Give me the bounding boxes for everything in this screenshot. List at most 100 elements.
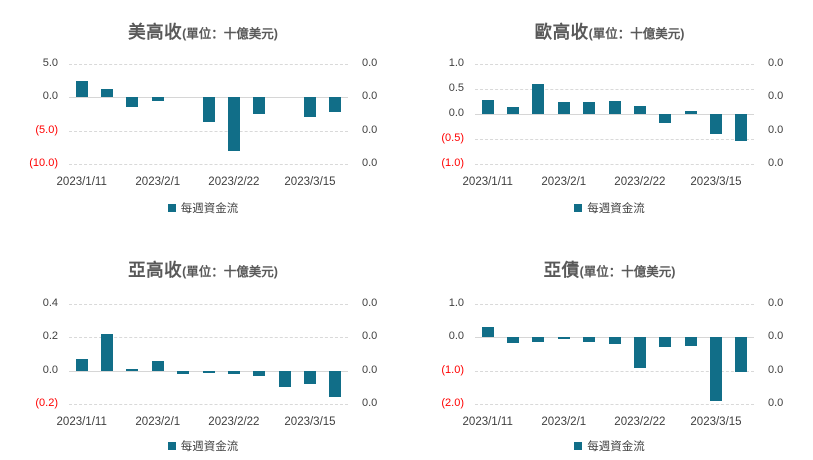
y-axis-tick-label-right: 0.0 bbox=[768, 330, 784, 343]
legend-swatch-icon bbox=[574, 204, 583, 212]
y-axis-tick-label-left: 0.0 bbox=[448, 330, 464, 343]
y-axis-tick-label-right: 0.0 bbox=[362, 90, 378, 103]
chart-title-text: 亞高收 bbox=[128, 260, 183, 280]
legend-label: 每週資金流 bbox=[180, 441, 239, 453]
x-axis-tick-label: 2023/3/15 bbox=[690, 416, 742, 428]
x-axis-tick-label: 2023/3/15 bbox=[284, 416, 336, 428]
chart-title: 亞債(單位：十億美元) bbox=[406, 257, 813, 282]
y-axis-tick-label-left: 1.0 bbox=[448, 57, 464, 69]
chart-title: 亞高收(單位：十億美元) bbox=[0, 257, 406, 282]
chart-europe-high-yield: 歐高收(單位：十億美元) 1.0 0.5 0.0 (0.5) (1.0) 0.0 0.0 0.… bbox=[406, 0, 813, 230]
chart-title: 歐高收(單位：十億美元) bbox=[406, 19, 813, 44]
x-axis-tick-label: 2023/2/22 bbox=[614, 416, 666, 428]
y-axis-tick-label-left: 0.0 bbox=[42, 90, 58, 103]
zero-line bbox=[475, 114, 754, 115]
bar bbox=[608, 101, 621, 114]
bar bbox=[710, 337, 722, 401]
y-axis-tick-label-right: 0.0 bbox=[362, 363, 378, 376]
legend-swatch-icon bbox=[574, 442, 583, 450]
y-axis-tick-label-left: (0.2) bbox=[35, 397, 58, 409]
x-axis-tick-label: 2023/1/11 bbox=[462, 416, 513, 428]
chart-unit-label: (單位：十億美元) bbox=[588, 27, 685, 41]
bar bbox=[304, 97, 316, 117]
gridline bbox=[69, 304, 348, 305]
y-axis-tick-label-right: 0.0 bbox=[768, 123, 784, 136]
gridline bbox=[69, 164, 348, 165]
gridline bbox=[69, 404, 348, 405]
plot-area: 1.0 0.0 (1.0) (2.0) 0.0 0.0 0.0 0.0 2023/1/11 202… bbox=[406, 230, 813, 460]
y-axis-tick-label-left: (1.0) bbox=[441, 157, 464, 169]
bar bbox=[532, 337, 545, 342]
y-axis-tick-label-right: 0.0 bbox=[362, 157, 378, 169]
legend-label: 每週資金流 bbox=[587, 441, 645, 453]
bar bbox=[507, 337, 519, 344]
bar bbox=[304, 370, 316, 384]
legend: 每週資金流 bbox=[0, 438, 406, 454]
bar bbox=[735, 114, 748, 141]
gridline bbox=[475, 404, 754, 405]
chart-asia-bond: 亞債(單位：十億美元) 1.0 0.0 (1.0) (2.0) 0.0 0.0 0.0 0.0… bbox=[406, 230, 813, 460]
chart-unit-label: (單位：十億美元) bbox=[182, 265, 278, 279]
x-axis-tick-label: 2023/2/1 bbox=[135, 416, 181, 428]
chart-unit-label: (單位：十億美元) bbox=[182, 27, 278, 41]
y-axis-tick-label-left: (1.0) bbox=[441, 363, 464, 376]
bar bbox=[659, 114, 672, 123]
bar bbox=[481, 100, 494, 114]
y-axis-tick-label-right: 0.0 bbox=[362, 57, 378, 69]
y-axis-tick-label-right: 0.0 bbox=[768, 397, 784, 409]
y-axis-tick-label-left: 0.2 bbox=[42, 330, 58, 343]
x-axis-tick-label: 2023/2/1 bbox=[541, 176, 587, 188]
gridline bbox=[475, 64, 754, 65]
chart-title-text: 美高收 bbox=[128, 22, 183, 42]
x-axis-tick-label: 2023/1/11 bbox=[56, 416, 107, 428]
gridline bbox=[475, 139, 754, 140]
legend-swatch-icon bbox=[167, 204, 176, 212]
gridline bbox=[475, 164, 754, 165]
bar bbox=[126, 369, 139, 371]
bar bbox=[202, 97, 215, 122]
legend: 每週資金流 bbox=[0, 200, 406, 216]
y-axis-tick-label-left: 0.5 bbox=[448, 82, 464, 94]
bar bbox=[329, 370, 342, 398]
y-axis-tick-label-left: 5.0 bbox=[42, 57, 58, 69]
chart-us-high-yield: 美高收(單位：十億美元) 5.0 0.0 (5.0) (10.0) 0.0 0.0 0.0 0… bbox=[0, 0, 406, 230]
bar bbox=[177, 370, 190, 374]
chart-title-text: 歐高收 bbox=[534, 22, 589, 42]
bar bbox=[253, 97, 266, 114]
legend: 每週資金流 bbox=[406, 438, 813, 454]
y-axis-tick-label-right: 0.0 bbox=[768, 363, 784, 376]
y-axis-tick-label-left: (2.0) bbox=[441, 397, 464, 409]
bar bbox=[557, 101, 570, 114]
bar bbox=[151, 97, 164, 101]
bar bbox=[735, 337, 748, 372]
y-axis-tick-label-left: (0.5) bbox=[441, 132, 464, 144]
bar bbox=[633, 337, 646, 369]
bar bbox=[684, 337, 697, 346]
y-axis-tick-label-right: 0.0 bbox=[768, 297, 784, 309]
bar bbox=[557, 337, 570, 339]
bar bbox=[202, 370, 215, 374]
chart-title: 美高收(單位：十億美元) bbox=[0, 19, 406, 44]
bar bbox=[253, 370, 266, 376]
y-axis-tick-label-right: 0.0 bbox=[768, 57, 784, 69]
bar bbox=[633, 106, 646, 114]
plot-area: 1.0 0.5 0.0 (0.5) (1.0) 0.0 0.0 0.0 0.0 2023/1/11… bbox=[406, 0, 813, 230]
y-axis-tick-label-right: 0.0 bbox=[768, 90, 784, 103]
y-axis-tick-label-left: 1.0 bbox=[448, 297, 464, 309]
x-axis-tick-label: 2023/3/15 bbox=[690, 176, 742, 188]
bar bbox=[659, 337, 672, 347]
bar bbox=[481, 327, 494, 338]
bar bbox=[227, 97, 240, 151]
y-axis-tick-label-left: 0.4 bbox=[42, 297, 58, 309]
legend-label: 每週資金流 bbox=[587, 203, 645, 215]
legend-swatch-icon bbox=[167, 442, 176, 450]
bar bbox=[329, 97, 342, 112]
bar bbox=[227, 370, 240, 374]
bar bbox=[710, 114, 722, 134]
chart-unit-label: (單位：十億美元) bbox=[579, 265, 676, 279]
bar bbox=[75, 81, 88, 98]
y-axis-tick-label-left: 0.0 bbox=[448, 107, 464, 119]
gridline bbox=[475, 304, 754, 305]
plot-area: 5.0 0.0 (5.0) (10.0) 0.0 0.0 0.0 0.0 2023/1/11 20… bbox=[0, 0, 406, 230]
